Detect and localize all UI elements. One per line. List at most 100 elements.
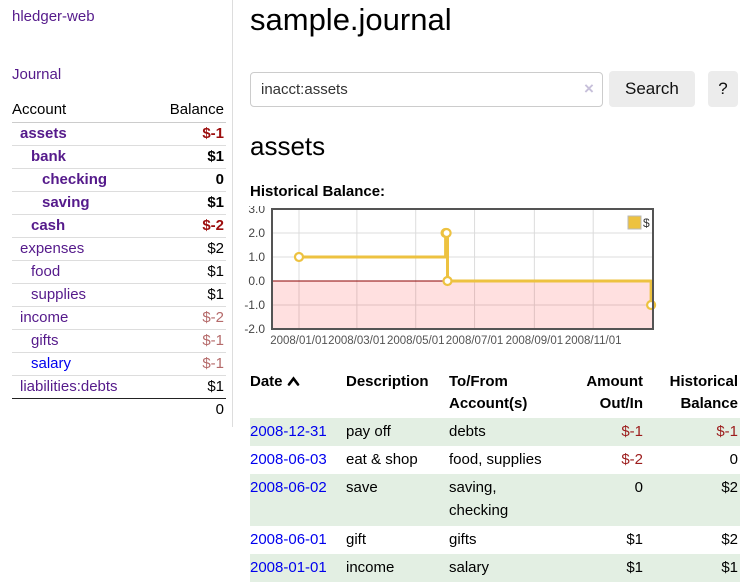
- register-header-amount[interactable]: Amount Out/In: [586, 373, 643, 412]
- account-link[interactable]: income: [20, 309, 69, 326]
- account-row: income $-2: [12, 306, 226, 330]
- register-row: 2008-06-02 save saving, checking 0 $2: [250, 474, 740, 526]
- register-date-link[interactable]: 2008-06-03: [250, 450, 327, 468]
- account-balance: $-2: [153, 306, 226, 330]
- register-date-link[interactable]: 2008-01-01: [250, 558, 327, 576]
- app-brand-link[interactable]: hledger-web: [12, 8, 95, 25]
- x-tick-label: 2008/11/01: [565, 335, 622, 347]
- account-link[interactable]: checking: [42, 171, 108, 188]
- account-row: bank $1: [12, 145, 226, 169]
- register-description: eat & shop: [346, 450, 418, 468]
- y-tick-label: 1.0: [248, 250, 265, 264]
- register-header-date[interactable]: Date: [250, 370, 346, 418]
- account-balance: $-1: [202, 125, 224, 142]
- account-link[interactable]: saving: [42, 194, 90, 211]
- account-row: salary $-1: [12, 352, 226, 376]
- register-historical: $-1: [716, 422, 738, 440]
- accounts-total-spacer: [12, 398, 154, 421]
- account-balance: $-1: [153, 352, 226, 376]
- x-tick-label: 2008/05/01: [387, 335, 445, 347]
- account-balance: $1: [153, 375, 226, 399]
- account-balance: $2: [153, 237, 226, 261]
- account-link[interactable]: salary: [31, 355, 72, 372]
- search-form: × Search ?: [250, 71, 738, 107]
- register-date-link[interactable]: 2008-06-01: [250, 530, 327, 548]
- account-balance: $1: [153, 145, 226, 169]
- register-historical: $2: [721, 479, 738, 496]
- register-historical: 0: [729, 450, 738, 468]
- register-amount: $1: [626, 558, 643, 576]
- y-tick-label: 3.0: [248, 206, 265, 216]
- register-header-description[interactable]: Description: [346, 373, 429, 390]
- register-description: gift: [346, 530, 367, 548]
- register-table: Date Description To/From Account(s) Amou…: [250, 370, 740, 582]
- x-tick-label: 2008/09/01: [506, 335, 564, 347]
- balance-chart-svg: $3.0 2.0 1.0 0.0 -1.0 -2.0 2008/01/01 2008/03/0…: [244, 202, 657, 347]
- search-input[interactable]: [250, 71, 603, 107]
- data-point: [442, 275, 453, 287]
- account-row: assets $-1: [12, 123, 226, 146]
- register-row: 2008-12-31 pay off debts $-1 $-1: [250, 417, 740, 446]
- register-header-row: Date Description To/From Account(s) Amou…: [250, 370, 740, 418]
- x-tick-label: 2008/03/01: [328, 335, 386, 347]
- y-tick-label: -2.0: [244, 322, 265, 336]
- account-balance: 0: [153, 168, 226, 192]
- y-tick-label: 0.0: [248, 274, 265, 288]
- accounts-table: Account Balance assets $-1 bank $1 checking 0…: [12, 98, 226, 421]
- account-link[interactable]: expenses: [20, 240, 85, 257]
- register-tofrom: salary: [449, 558, 490, 576]
- sidebar-item-journal[interactable]: Journal: [12, 66, 62, 83]
- register-tofrom: debts: [449, 422, 486, 440]
- register-amount: $-2: [621, 450, 643, 468]
- account-link[interactable]: supplies: [31, 286, 87, 303]
- register-description: save: [346, 479, 378, 496]
- account-row: saving $1: [12, 191, 226, 215]
- page-title: sample.journal: [250, 2, 452, 37]
- account-row: food $1: [12, 260, 226, 284]
- register-header-tofrom[interactable]: To/From Account(s): [449, 373, 528, 412]
- register-amount: $-1: [621, 422, 643, 440]
- register-header-historical[interactable]: Historical Balance: [669, 373, 738, 412]
- register-row: 2008-06-01 gift gifts $1 $2: [250, 526, 740, 554]
- accounts-header-balance: Balance: [153, 98, 226, 123]
- register-date-link[interactable]: 2008-06-02: [250, 479, 327, 496]
- y-tick-label: 2.0: [248, 226, 265, 240]
- register-amount: 0: [634, 479, 643, 496]
- account-heading: assets: [250, 131, 326, 161]
- register-tofrom: saving, checking: [449, 479, 509, 520]
- account-link[interactable]: liabilities:debts: [20, 378, 118, 395]
- account-balance: $-2: [153, 214, 226, 238]
- register-historical: $2: [721, 530, 738, 548]
- account-row: supplies $1: [12, 283, 226, 307]
- accounts-total-row: 0: [12, 398, 226, 421]
- account-row: cash $-2: [12, 214, 226, 238]
- help-button[interactable]: ?: [707, 71, 738, 107]
- register-historical: $1: [721, 558, 738, 576]
- data-point: [293, 251, 305, 263]
- register-date-link[interactable]: 2008-12-31: [250, 422, 327, 440]
- account-balance: $1: [153, 260, 226, 284]
- sidebar: hledger-web Journal Account Balance asse…: [0, 0, 233, 427]
- accounts-total-balance: 0: [153, 398, 226, 421]
- register-row: 2008-01-01 income salary $1 $1: [250, 553, 740, 582]
- account-balance: $-1: [153, 329, 226, 353]
- account-link[interactable]: bank: [31, 148, 67, 165]
- accounts-header-account: Account: [12, 98, 154, 123]
- register-tofrom: food, supplies: [449, 450, 542, 468]
- account-link[interactable]: cash: [31, 217, 66, 234]
- search-button[interactable]: Search: [608, 71, 695, 107]
- account-balance: $1: [153, 191, 226, 215]
- legend-swatch: [627, 215, 642, 230]
- account-link[interactable]: food: [31, 263, 61, 280]
- account-link[interactable]: gifts: [31, 332, 59, 349]
- sort-asc-icon: [287, 372, 300, 394]
- account-link[interactable]: assets: [20, 125, 67, 142]
- x-tick-label: 2008/01/01: [270, 335, 328, 347]
- register-amount: $1: [626, 530, 643, 548]
- register-header-date-label: Date: [250, 373, 283, 390]
- account-row: gifts $-1: [12, 329, 226, 353]
- account-balance: $1: [153, 283, 226, 307]
- clear-search-icon[interactable]: ×: [584, 78, 594, 98]
- chart-title: Historical Balance:: [250, 183, 386, 200]
- y-tick-label: -1.0: [244, 298, 265, 312]
